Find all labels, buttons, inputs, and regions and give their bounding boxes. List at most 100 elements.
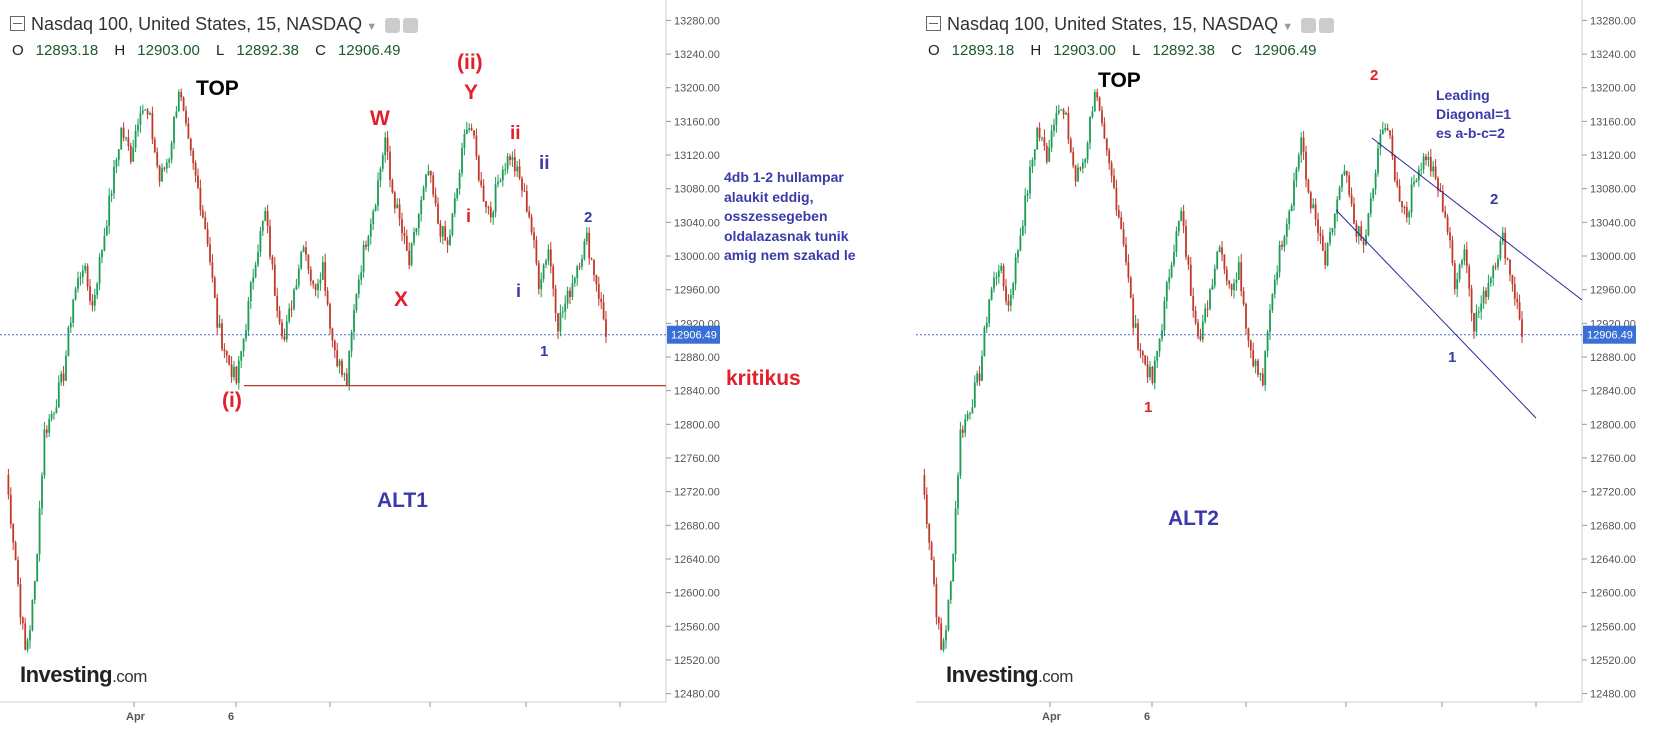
candle-body: [129, 145, 132, 162]
candle-body: [1240, 262, 1243, 292]
diagonal-lower-line: [1335, 209, 1537, 419]
candle-body: [1449, 232, 1451, 241]
close-icon[interactable]: [1319, 17, 1335, 33]
candle-body: [1019, 235, 1022, 251]
y-tick-label: 12520.00: [1590, 655, 1636, 667]
candle-body: [242, 338, 245, 352]
candle-body: [545, 260, 547, 265]
last-price-box: [667, 325, 720, 344]
chevron-down-icon[interactable]: ▼: [1282, 21, 1294, 33]
chart-area[interactable]: 12480.00 12520.00 12560.00 12600.00 12640.00…: [916, 0, 1636, 736]
candle-body: [511, 156, 514, 160]
candle-body: [302, 247, 305, 253]
label-i-blue: i: [516, 281, 522, 301]
candle-body: [1197, 322, 1199, 337]
candle-body: [1237, 262, 1240, 280]
y-tick-label: 13000.00: [674, 251, 720, 263]
candle-body: [1045, 145, 1048, 162]
candle-body: [1050, 130, 1053, 148]
close-icon[interactable]: [403, 17, 419, 33]
y-tick-label: 12600.00: [674, 588, 720, 600]
candle-body: [1067, 112, 1070, 140]
candle-body: [954, 508, 957, 555]
settings-icon[interactable]: [1301, 17, 1317, 33]
candle-body: [57, 382, 60, 408]
chevron-down-icon[interactable]: ▼: [366, 21, 378, 33]
candle-body: [21, 617, 24, 624]
candle-body: [161, 167, 163, 182]
candle-body: [1187, 256, 1190, 265]
y-tick-label: 12720.00: [1590, 487, 1636, 499]
candle-body: [600, 298, 603, 303]
y-tick-label: 13280.00: [674, 15, 720, 27]
last-price-box: [1583, 325, 1636, 344]
y-tick-label: 12840.00: [1590, 386, 1636, 398]
candle-body: [1242, 291, 1245, 305]
candle-body: [319, 279, 322, 284]
candle-body: [1113, 175, 1115, 188]
candle-body: [516, 166, 519, 172]
candle-body: [225, 351, 228, 356]
candle-body: [602, 302, 605, 320]
candle-body: [45, 429, 48, 433]
label-2-red: 2: [1370, 67, 1379, 84]
candle-body: [590, 258, 593, 260]
candle-body: [1477, 311, 1480, 313]
candle-body: [381, 155, 384, 169]
candle-body: [1209, 289, 1211, 309]
candle-body: [1350, 194, 1353, 204]
candle-body: [537, 263, 540, 289]
candle-body: [1254, 360, 1257, 367]
candle-body: [1302, 137, 1305, 152]
candle-body: [69, 322, 72, 328]
candle-body: [341, 360, 343, 375]
chart-area[interactable]: 12480.00 12520.00 12560.00 12600.00 12640.00…: [0, 0, 720, 736]
candle-body: [336, 350, 339, 367]
candle-body: [1405, 207, 1408, 218]
candle-body: [1036, 127, 1039, 150]
candle-body: [269, 226, 271, 257]
candle-body: [1425, 156, 1427, 160]
candle-body: [329, 304, 331, 329]
collapse-icon[interactable]: [926, 15, 941, 31]
candle-body: [1353, 203, 1355, 224]
candle-body: [1307, 179, 1310, 193]
settings-icon[interactable]: [385, 17, 401, 33]
collapse-icon[interactable]: [10, 15, 25, 31]
candle-body: [547, 249, 550, 261]
chart-panel-alt2: 12480.00 12520.00 12560.00 12600.00 12640.00…: [916, 0, 1636, 736]
candle-body: [1516, 298, 1519, 303]
candle-body: [1285, 223, 1288, 237]
candle-body: [518, 166, 521, 179]
candle-body: [1336, 199, 1339, 214]
candle-body: [348, 351, 351, 386]
chart-title: Nasdaq 100, United States, 15, NASDAQ: [31, 14, 363, 34]
candle-body: [1146, 364, 1149, 378]
candle-body: [1324, 250, 1327, 266]
candle-body: [1201, 321, 1204, 340]
candle-body: [393, 192, 396, 209]
y-tick-label: 12480.00: [1590, 689, 1636, 701]
candle-body: [513, 156, 516, 172]
label-y: Y: [464, 81, 479, 104]
candle-body: [144, 109, 147, 111]
candle-body: [413, 232, 415, 244]
y-tick-label: 12960.00: [1590, 285, 1636, 297]
candle-body: [420, 199, 423, 214]
y-tick-label: 13240.00: [1590, 49, 1636, 61]
candle-body: [1137, 323, 1139, 350]
candle-body: [1281, 244, 1283, 247]
candle-body: [338, 360, 341, 367]
candle-body: [494, 184, 497, 213]
candle-body: [554, 288, 557, 314]
candle-body: [278, 310, 281, 323]
y-tick-label: 13200.00: [1590, 83, 1636, 95]
label-ii-blue: ii: [539, 153, 550, 174]
candle-body: [252, 277, 255, 283]
candle-body: [1396, 180, 1399, 186]
candle-body: [146, 109, 149, 115]
candle-body: [182, 97, 185, 111]
candle-body: [1319, 232, 1322, 236]
candle-body: [1081, 162, 1084, 169]
candle-body: [470, 128, 473, 131]
